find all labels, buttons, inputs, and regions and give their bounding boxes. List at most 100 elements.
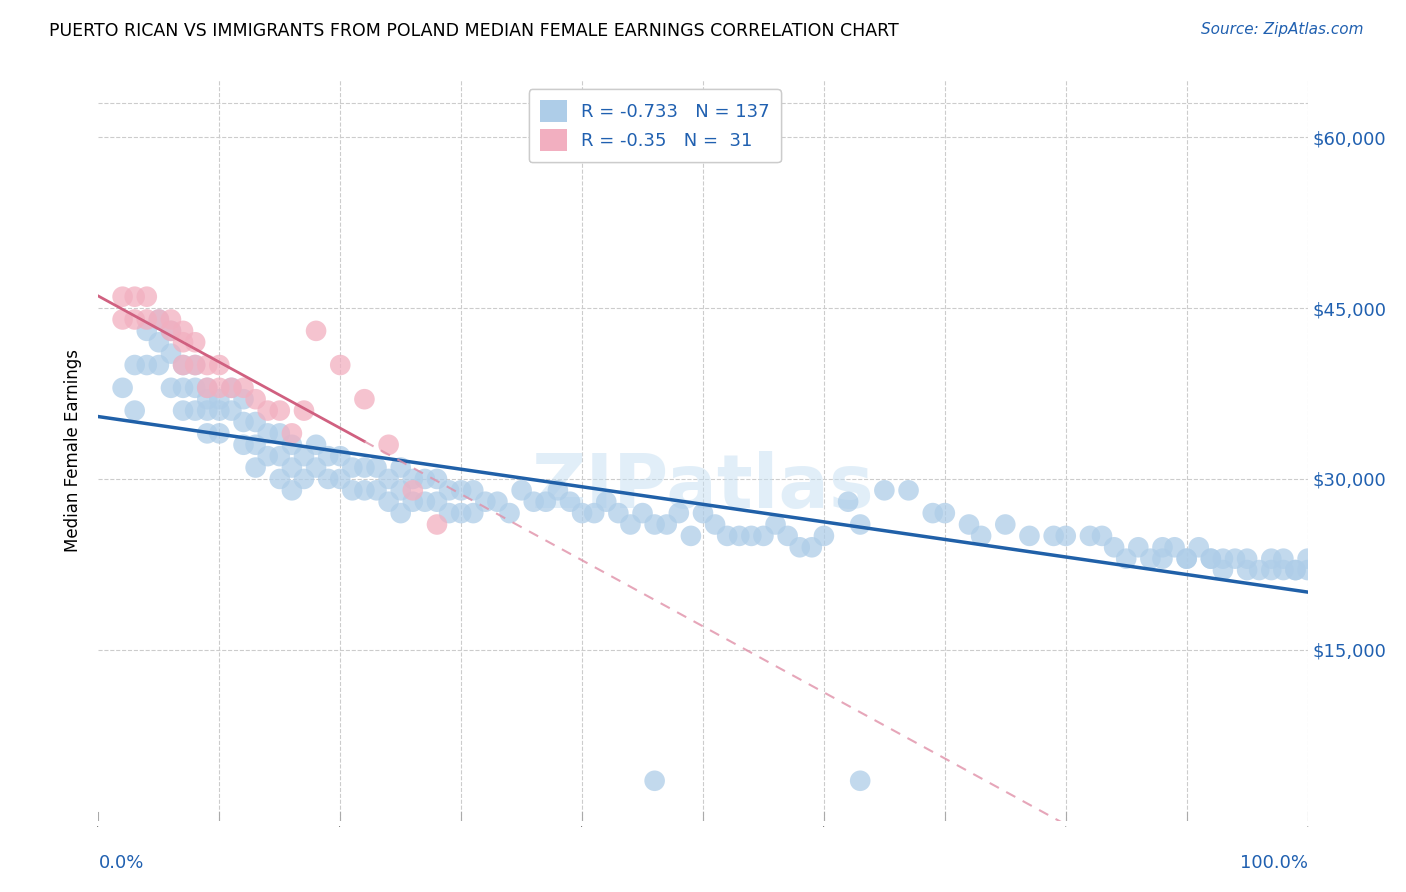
Point [184,358,207,372]
Point [208,392,231,407]
Point [281,483,304,498]
Point [1054,529,1077,543]
Point [111,312,134,326]
Point [377,494,399,508]
Point [402,494,425,508]
Point [1128,541,1150,555]
Point [329,358,352,372]
Point [450,483,472,498]
Point [256,403,278,417]
Point [124,290,146,304]
Point [1272,551,1295,566]
Point [245,392,267,407]
Point [1115,551,1137,566]
Point [402,483,425,498]
Point [160,324,183,338]
Point [305,438,328,452]
Point [402,472,425,486]
Point [450,506,472,520]
Point [148,312,170,326]
Point [934,506,956,520]
Point [195,358,218,372]
Point [752,529,775,543]
Point [957,517,980,532]
Point [353,460,375,475]
Point [1296,563,1319,577]
Point [1018,529,1040,543]
Point [510,483,533,498]
Point [668,506,690,520]
Point [1223,551,1246,566]
Point [1212,563,1234,577]
Point [377,472,399,486]
Point [474,494,496,508]
Point [437,483,460,498]
Point [232,381,254,395]
Point [269,472,291,486]
Point [281,426,304,441]
Point [184,403,207,417]
Point [172,335,194,350]
Point [172,324,194,338]
Point [148,312,170,326]
Point [1260,551,1282,566]
Point [437,506,460,520]
Point [970,529,993,543]
Point [292,449,315,463]
Legend: R = -0.733   N = 137, R = -0.35   N =  31: R = -0.733 N = 137, R = -0.35 N = 31 [529,89,780,162]
Point [184,358,207,372]
Point [1249,563,1271,577]
Point [329,449,352,463]
Point [160,324,183,338]
Point [269,449,291,463]
Point [269,426,291,441]
Point [849,773,872,788]
Point [1152,551,1174,566]
Point [245,438,267,452]
Point [172,403,194,417]
Point [692,506,714,520]
Point [1199,551,1222,566]
Point [607,506,630,520]
Point [644,517,666,532]
Point [1284,563,1306,577]
Point [1236,551,1258,566]
Point [1284,563,1306,577]
Point [135,312,157,326]
Point [329,472,352,486]
Point [366,483,388,498]
Point [1272,563,1295,577]
Point [148,358,170,372]
Point [426,517,449,532]
Point [256,449,278,463]
Point [232,415,254,429]
Point [837,494,859,508]
Point [704,517,727,532]
Text: ZIPatlas: ZIPatlas [531,451,875,524]
Point [172,381,194,395]
Point [195,403,218,417]
Point [655,517,678,532]
Point [813,529,835,543]
Point [124,403,146,417]
Point [595,494,617,508]
Point [111,381,134,395]
Point [195,392,218,407]
Point [776,529,799,543]
Point [111,290,134,304]
Point [342,483,364,498]
Point [124,312,146,326]
Point [1188,541,1211,555]
Point [789,541,811,555]
Point [316,472,339,486]
Point [366,460,388,475]
Point [184,381,207,395]
Point [342,460,364,475]
Point [221,403,243,417]
Point [921,506,943,520]
Point [1139,551,1161,566]
Point [765,517,787,532]
Point [558,494,581,508]
Text: Source: ZipAtlas.com: Source: ZipAtlas.com [1201,22,1364,37]
Point [245,415,267,429]
